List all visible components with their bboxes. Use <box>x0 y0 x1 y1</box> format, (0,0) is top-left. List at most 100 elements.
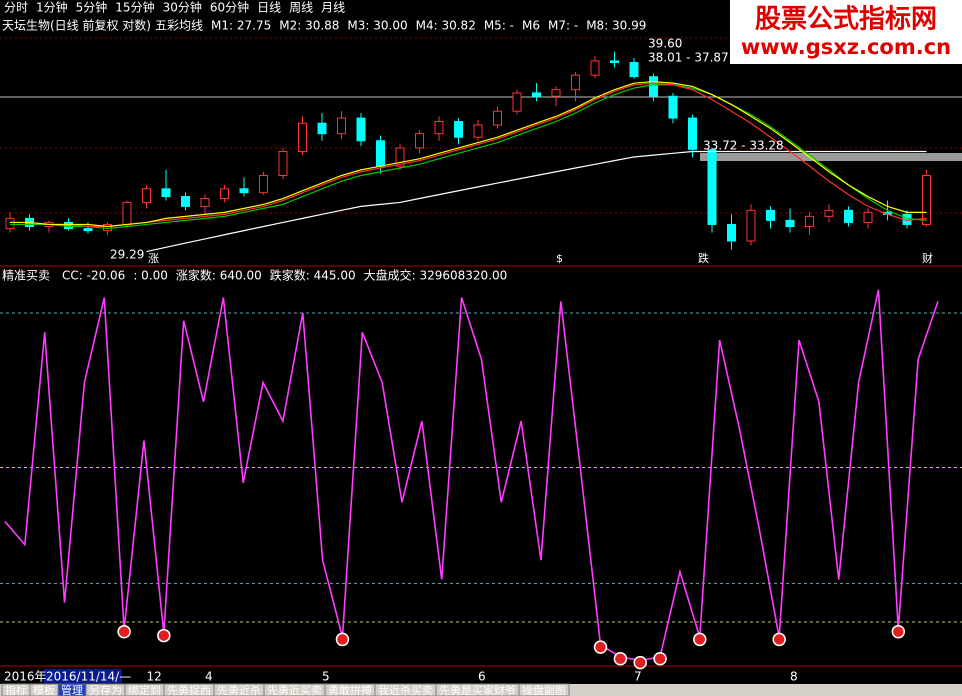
buy-signal <box>653 651 667 666</box>
candle-body <box>727 223 736 242</box>
legend-entry: M2: 30.88 <box>279 19 339 33</box>
formula-tab[interactable]: 管理 <box>61 683 83 696</box>
candle-body <box>454 121 463 138</box>
timeframe-tab[interactable]: 日线 <box>257 1 281 15</box>
timeframe-tab[interactable]: 15分钟 <box>115 0 154 15</box>
watermark-title: 股票公式指标网 <box>755 5 937 35</box>
watermark-box <box>730 0 962 64</box>
moving-average <box>10 80 927 228</box>
formula-tab[interactable]: 指标 <box>5 683 27 696</box>
formula-tab[interactable]: 先勇近杀 <box>217 683 261 696</box>
formula-tab[interactable]: 我近杀买卖 <box>378 683 433 696</box>
legend-entry: M4: 30.82 <box>416 19 476 33</box>
legend-entry: : 0.00 <box>133 269 168 283</box>
candle-body <box>298 122 307 153</box>
formula-tab[interactable]: 绑定到 <box>128 683 161 696</box>
signal-marker: 涨 <box>148 252 159 265</box>
candle-body <box>922 174 931 225</box>
legend-entry: M6 <box>522 19 540 33</box>
buy-signal <box>891 624 906 639</box>
x-tick-label: 8 <box>790 670 798 684</box>
candle-body <box>200 198 210 207</box>
candle-body <box>356 117 366 142</box>
buy-signal <box>157 628 171 643</box>
x-tick-label: 6 <box>478 670 486 684</box>
candle-body <box>844 209 853 223</box>
buy-signal <box>633 655 647 670</box>
timeframe-tab[interactable]: 周线 <box>289 1 313 15</box>
legend-entry: 大盘成交: 329608320.00 <box>364 268 508 283</box>
chart-subtitle: 五彩均线 <box>155 19 203 33</box>
timeframe-tab[interactable]: 60分钟 <box>210 0 249 15</box>
candle-body <box>161 188 171 198</box>
candle-body <box>610 60 619 63</box>
buy-signal <box>772 632 786 647</box>
annotation: 39.60 <box>648 37 682 51</box>
formula-tab[interactable]: 另存为 <box>89 683 122 696</box>
candle-body <box>649 76 658 97</box>
formula-tab[interactable]: 先勇捉西 <box>167 683 211 696</box>
legend-entry: M7: - <box>548 19 578 33</box>
formula-tab[interactable]: 操盘副图 <box>522 683 566 696</box>
candle-body <box>337 117 346 135</box>
candle-body <box>64 221 73 230</box>
candle-body <box>239 188 249 194</box>
candle-body <box>473 124 483 138</box>
candle-body <box>278 151 288 176</box>
candle-body <box>122 201 132 225</box>
signal-marker: $ <box>556 252 563 265</box>
candle-body <box>766 209 775 221</box>
candle-body <box>493 110 502 126</box>
candle-body <box>668 95 678 119</box>
support-band <box>700 153 962 161</box>
timeframe-tab[interactable]: 1分钟 <box>36 0 68 15</box>
candle-body <box>805 215 814 228</box>
candle-body <box>103 223 112 232</box>
candle-body <box>571 74 580 91</box>
cursor-box <box>44 669 122 683</box>
tab-bar <box>0 684 962 696</box>
formula-tab[interactable]: 先勇近买卖 <box>267 684 322 696</box>
candle-body <box>707 149 717 225</box>
signal-marker: 跌 <box>698 251 709 265</box>
legend-entry: M5: - <box>484 19 514 33</box>
formula-tab[interactable]: 先勇是买家财爷 <box>439 683 516 696</box>
legend-entry: CC: -20.06 <box>62 269 125 283</box>
tab-frame <box>518 683 570 696</box>
timeframe-tab[interactable]: 5分钟 <box>76 0 108 15</box>
candle-body <box>434 121 444 135</box>
buy-signal <box>693 632 707 647</box>
timeframe-tab[interactable]: 30分钟 <box>163 0 202 15</box>
legend-entry: M8: 30.99 <box>586 19 646 33</box>
watermark-url: www.gsxz.com.cn <box>741 35 951 59</box>
candle-body <box>395 147 405 167</box>
buy-signal <box>593 640 608 654</box>
candle-body <box>629 61 639 78</box>
oscillator-line <box>4 289 939 662</box>
candle-body <box>824 209 834 217</box>
buy-signal <box>117 624 131 639</box>
candle-body <box>259 174 268 194</box>
candle-body <box>142 188 151 203</box>
chart-title: 天坛生物(日线 前复权 对数) <box>2 18 151 33</box>
formula-tab[interactable]: 勇敢拼搏 <box>328 683 372 696</box>
formula-tab[interactable]: 模板 <box>33 683 55 696</box>
candle-body <box>376 140 385 167</box>
candle-body <box>746 209 756 242</box>
moving-average <box>146 150 927 253</box>
candle-body <box>688 117 697 150</box>
legend-entry: 跌家数: 445.00 <box>270 268 356 283</box>
x-tick-label: 4 <box>205 670 213 684</box>
candle-body <box>590 60 600 76</box>
year-label: 2016年 <box>4 670 47 684</box>
candle-body <box>532 92 541 97</box>
timeframe-tab[interactable]: 分时 <box>4 1 28 15</box>
legend-entry: 涨家数: 640.00 <box>176 268 262 283</box>
candle-body <box>83 228 93 232</box>
moving-average <box>10 84 927 230</box>
x-tick-label: 5 <box>322 670 330 684</box>
candle-body <box>220 188 229 200</box>
x-tick-label: 7 <box>634 670 642 684</box>
timeframe-tab[interactable]: 月线 <box>321 1 345 15</box>
